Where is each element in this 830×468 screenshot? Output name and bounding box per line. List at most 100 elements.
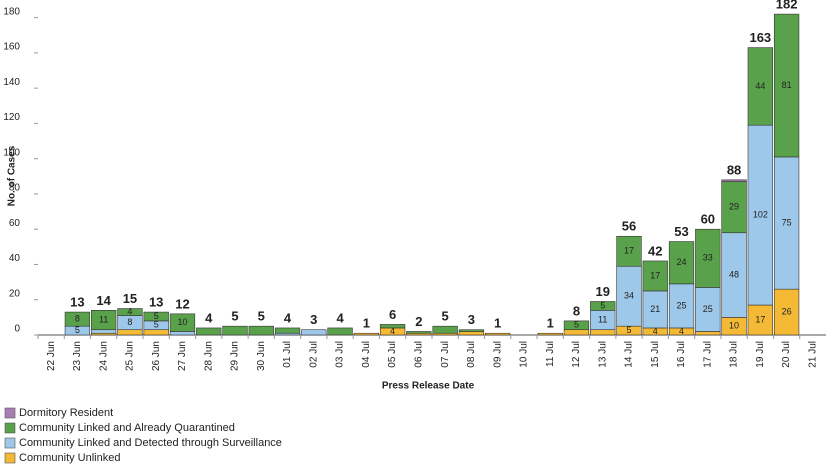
bar-segment <box>747 304 773 336</box>
bar-segment <box>773 288 800 336</box>
x-tick-label: 26 Jun <box>151 341 162 371</box>
bar-segment <box>485 332 511 336</box>
total-label: 56 <box>622 219 636 234</box>
bar-segment <box>537 332 563 336</box>
x-axis-title: Press Release Date <box>382 381 475 392</box>
segment-label: 5 <box>154 320 159 330</box>
total-label: 13 <box>149 295 163 310</box>
bar-segment <box>695 287 721 332</box>
segment-label: 34 <box>624 291 634 301</box>
bar-segment <box>721 232 747 318</box>
y-tick-label: 0 <box>14 324 20 335</box>
total-label: 5 <box>442 309 449 324</box>
total-label: 42 <box>648 243 662 258</box>
legend-label: Community Linked and Already Quarantined <box>19 422 235 434</box>
segment-label: 102 <box>753 209 768 219</box>
segment-label: 81 <box>782 80 792 90</box>
bar-segment <box>353 332 379 336</box>
total-label: 163 <box>749 30 771 45</box>
segment-label: 48 <box>729 269 739 279</box>
segment-label: 10 <box>177 317 187 327</box>
x-tick-label: 03 Jul <box>335 341 346 368</box>
segment-label: 44 <box>755 81 765 91</box>
x-tick-label: 30 Jun <box>256 341 267 371</box>
segment-label: 17 <box>650 270 660 280</box>
x-tick-label: 19 Jul <box>755 341 766 368</box>
bar-segment <box>143 311 169 322</box>
x-tick-label: 07 Jul <box>440 341 451 368</box>
total-label: 6 <box>389 307 396 322</box>
legend-swatch <box>4 437 16 449</box>
bar-segment <box>563 329 590 336</box>
x-tick-label: 25 Jun <box>125 341 136 371</box>
segment-label: 11 <box>598 314 607 324</box>
y-tick-label: 80 <box>9 183 21 194</box>
bar-segment <box>458 329 485 332</box>
bar-segment <box>721 179 747 182</box>
x-tick-label: 23 Jun <box>72 341 83 371</box>
bar-segment <box>248 325 274 336</box>
x-tick-label: 02 Jul <box>308 341 319 368</box>
segment-label: 5 <box>154 311 159 321</box>
bar-segment <box>222 325 248 336</box>
bar-segment <box>590 329 616 336</box>
total-label: 14 <box>96 293 111 308</box>
bar-segment <box>642 290 668 329</box>
bar-segment <box>747 47 773 126</box>
bar-segment <box>590 301 616 311</box>
segment-label: 4 <box>653 326 658 336</box>
bar-segment <box>301 329 327 336</box>
segment-label: 4 <box>127 306 132 316</box>
x-tick-label: 04 Jul <box>361 341 372 368</box>
segment-label: 24 <box>677 257 687 267</box>
segment-label: 5 <box>574 320 579 330</box>
total-label: 1 <box>363 316 370 331</box>
x-tick-label: 17 Jul <box>702 341 713 368</box>
total-label: 3 <box>468 312 475 327</box>
legend-swatch <box>4 422 16 434</box>
x-tick-label: 16 Jul <box>676 341 687 368</box>
total-label: 12 <box>175 296 189 311</box>
x-tick-label: 05 Jul <box>387 341 398 368</box>
x-tick-label: 01 Jul <box>282 341 293 368</box>
total-label: 5 <box>258 309 265 324</box>
segment-label: 11 <box>99 314 108 324</box>
legend-swatch <box>4 407 16 419</box>
y-tick-label: 160 <box>3 42 20 53</box>
bar-segment <box>169 331 196 336</box>
y-tick-label: 20 <box>9 288 21 299</box>
segment-label: 5 <box>75 325 80 335</box>
segment-label: 25 <box>703 304 713 314</box>
bar-segment <box>91 310 117 331</box>
segment-label: 17 <box>624 246 634 256</box>
bar-segment <box>668 283 695 329</box>
segment-label: 25 <box>677 300 687 310</box>
y-tick-label: 60 <box>9 218 21 229</box>
x-tick-label: 15 Jul <box>650 341 661 368</box>
segment-label: 21 <box>650 304 660 314</box>
x-tick-label: 27 Jun <box>177 341 188 371</box>
x-tick-label: 13 Jul <box>597 341 608 368</box>
total-label: 3 <box>310 312 317 327</box>
total-label: 13 <box>70 295 84 310</box>
x-tick-label: 08 Jul <box>466 341 477 368</box>
bar-segment <box>642 260 668 292</box>
total-label: 4 <box>205 310 213 325</box>
x-tick-label: 06 Jul <box>414 341 425 368</box>
segment-label: 5 <box>600 300 605 310</box>
total-label: 53 <box>674 224 688 239</box>
total-label: 15 <box>123 291 137 306</box>
bar-segment <box>432 325 458 334</box>
x-tick-label: 22 Jun <box>46 341 57 371</box>
total-label: 8 <box>573 303 580 318</box>
total-label: 88 <box>727 162 741 177</box>
bar-segment <box>458 331 485 336</box>
x-tick-label: 18 Jul <box>729 341 740 368</box>
bar-segment <box>117 329 143 336</box>
segment-label: 10 <box>729 321 739 331</box>
x-tick-label: 11 Jul <box>545 341 556 367</box>
y-tick-label: 100 <box>3 147 20 158</box>
bar-segment <box>563 320 590 331</box>
total-label: 5 <box>231 309 238 324</box>
